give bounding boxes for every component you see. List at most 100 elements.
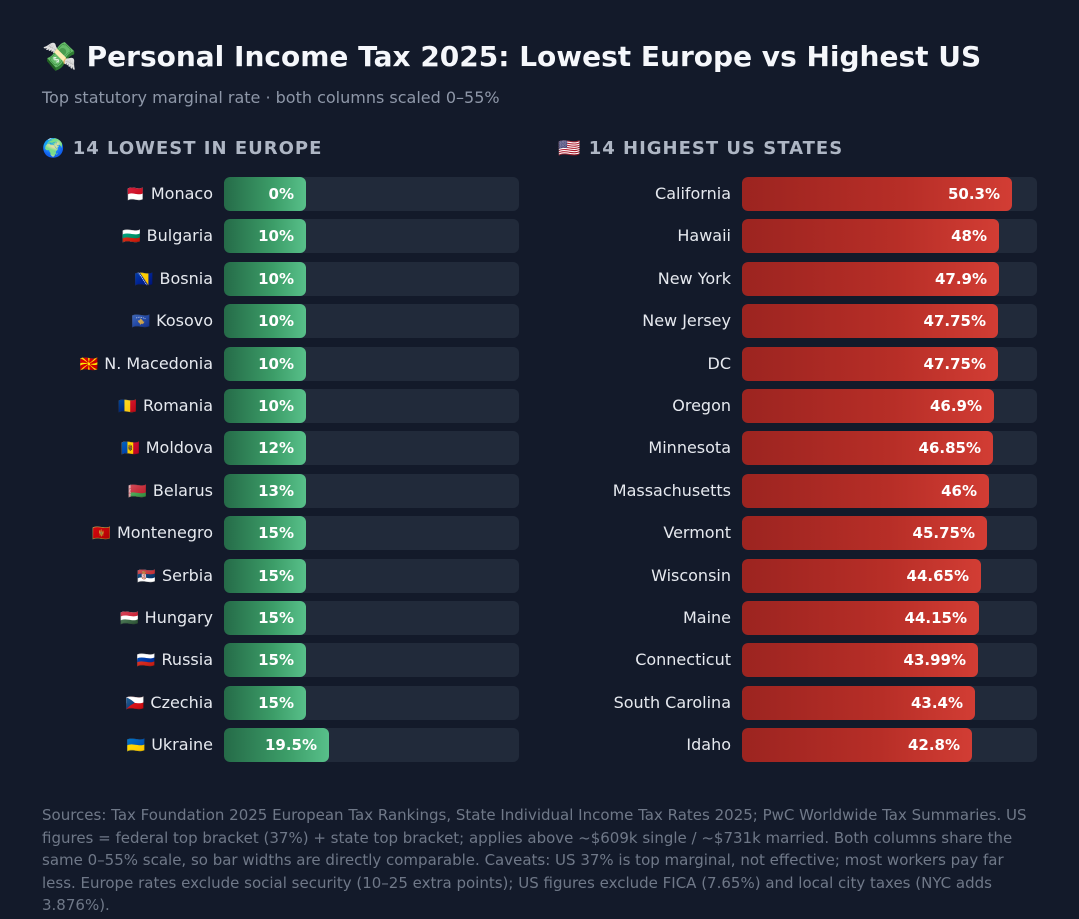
europe-bar: 15%: [224, 516, 306, 550]
europe-category-name: Bulgaria: [146, 226, 213, 245]
europe-category-name: N. Macedonia: [104, 354, 213, 373]
europe-value-label: 15%: [258, 694, 294, 712]
europe-bar: 12%: [224, 431, 306, 465]
us-bar-track: 47.75%: [742, 347, 1037, 381]
europe-bar-track: 10%: [224, 389, 519, 423]
europe-value-label: 13%: [258, 482, 294, 500]
us-category-name: South Carolina: [613, 693, 731, 712]
us-category-label: Hawaii: [558, 219, 731, 253]
us-bar-track: 44.15%: [742, 601, 1037, 635]
us-category-name: Minnesota: [648, 438, 731, 457]
us-category-name: Massachusetts: [612, 481, 731, 500]
europe-category-label: 🇺🇦 Ukraine: [42, 728, 213, 762]
us-bar-track: 43.4%: [742, 686, 1037, 720]
us-value-label: 46%: [941, 482, 977, 500]
europe-category-label: 🇨🇿 Czechia: [42, 686, 213, 720]
europe-category-label: 🇭🇺 Hungary: [42, 601, 213, 635]
us-bar-track: 47.9%: [742, 262, 1037, 296]
us-category-label: New York: [558, 262, 731, 296]
europe-value-label: 10%: [258, 355, 294, 373]
us-bar-track: 42.8%: [742, 728, 1037, 762]
europe-bar: 10%: [224, 219, 306, 253]
europe-category-label: 🇽🇰 Kosovo: [42, 304, 213, 338]
us-bar: 46.9%: [742, 389, 994, 423]
europe-value-label: 12%: [258, 439, 294, 457]
us-flag-icon: 🇺🇸: [558, 138, 582, 159]
europe-bar-track: 10%: [224, 304, 519, 338]
us-bar: 45.75%: [742, 516, 987, 550]
country-flag-icon: 🇨🇿: [125, 694, 145, 712]
europe-bar: 10%: [224, 347, 306, 381]
us-bar-track: 48%: [742, 219, 1037, 253]
us-bar-track: 46.9%: [742, 389, 1037, 423]
us-bar: 47.75%: [742, 304, 998, 338]
us-bar: 48%: [742, 219, 999, 253]
us-value-label: 50.3%: [947, 185, 1000, 203]
europe-heading-text: 14 LOWEST IN EUROPE: [72, 138, 323, 159]
europe-category-label: 🇷🇸 Serbia: [42, 559, 213, 593]
us-category-label: Maine: [558, 601, 731, 635]
europe-bar-track: 15%: [224, 516, 519, 550]
us-category-label: Massachusetts: [558, 474, 731, 508]
us-category-name: Oregon: [672, 396, 731, 415]
europe-bar: 10%: [224, 389, 306, 423]
europe-category-name: Romania: [143, 396, 213, 415]
us-bar: 50.3%: [742, 177, 1012, 211]
country-flag-icon: 🇲🇨: [126, 185, 145, 203]
us-category-name: DC: [707, 354, 732, 373]
us-bar-track: 43.99%: [742, 643, 1037, 677]
us-category-name: Wisconsin: [651, 566, 731, 585]
us-bar-track: 46%: [742, 474, 1037, 508]
country-flag-icon: 🇷🇸: [137, 567, 157, 585]
us-bar-track: 50.3%: [742, 177, 1037, 211]
us-value-label: 47.9%: [934, 270, 987, 288]
us-bar: 43.99%: [742, 643, 978, 677]
us-bar: 44.65%: [742, 559, 981, 593]
europe-bar: 10%: [224, 262, 306, 296]
us-bar-track: 45.75%: [742, 516, 1037, 550]
europe-category-name: Hungary: [144, 608, 213, 627]
europe-bar-track: 10%: [224, 262, 519, 296]
us-bar-track: 46.85%: [742, 431, 1037, 465]
europe-category-name: Bosnia: [159, 269, 214, 288]
us-category-name: California: [655, 184, 731, 203]
us-category-name: New Jersey: [642, 311, 731, 330]
title-text: Personal Income Tax 2025: Lowest Europe …: [86, 40, 982, 73]
europe-bar-track: 10%: [224, 219, 519, 253]
us-bar: 46.85%: [742, 431, 993, 465]
europe-category-label: 🇧🇬 Bulgaria: [42, 219, 213, 253]
europe-category-label: 🇷🇴 Romania: [42, 389, 213, 423]
us-value-label: 47.75%: [923, 355, 986, 373]
us-value-label: 42.8%: [907, 736, 960, 754]
us-category-label: Minnesota: [558, 431, 731, 465]
europe-bar-track: 15%: [224, 643, 519, 677]
us-category-name: Idaho: [686, 735, 731, 754]
europe-bar-track: 19.5%: [224, 728, 519, 762]
europe-bar: 0%: [224, 177, 306, 211]
page-title: 💸 Personal Income Tax 2025: Lowest Europ…: [42, 40, 981, 73]
us-value-label: 43.99%: [903, 651, 966, 669]
europe-category-label: 🇲🇰 N. Macedonia: [42, 347, 213, 381]
europe-value-label: 15%: [258, 651, 294, 669]
us-bar: 44.15%: [742, 601, 979, 635]
europe-category-name: Moldova: [145, 438, 213, 457]
country-flag-icon: 🇲🇩: [121, 439, 140, 457]
country-flag-icon: 🇲🇪: [92, 524, 111, 542]
us-category-label: New Jersey: [558, 304, 731, 338]
europe-bar-track: 12%: [224, 431, 519, 465]
us-column-heading: 🇺🇸 14 HIGHEST US STATES: [558, 138, 843, 159]
europe-bar: 13%: [224, 474, 306, 508]
us-category-label: South Carolina: [558, 686, 731, 720]
europe-value-label: 0%: [268, 185, 294, 203]
us-category-label: DC: [558, 347, 732, 381]
europe-category-name: Serbia: [162, 566, 213, 585]
europe-value-label: 15%: [258, 567, 294, 585]
sources-note: Sources: Tax Foundation 2025 European Ta…: [42, 806, 1027, 914]
us-value-label: 47.75%: [923, 312, 986, 330]
country-flag-icon: 🇭🇺: [119, 609, 139, 627]
country-flag-icon: 🇲🇰: [79, 355, 99, 373]
europe-bar: 15%: [224, 559, 306, 593]
europe-value-label: 19.5%: [264, 736, 317, 754]
europe-category-name: Russia: [161, 650, 213, 669]
